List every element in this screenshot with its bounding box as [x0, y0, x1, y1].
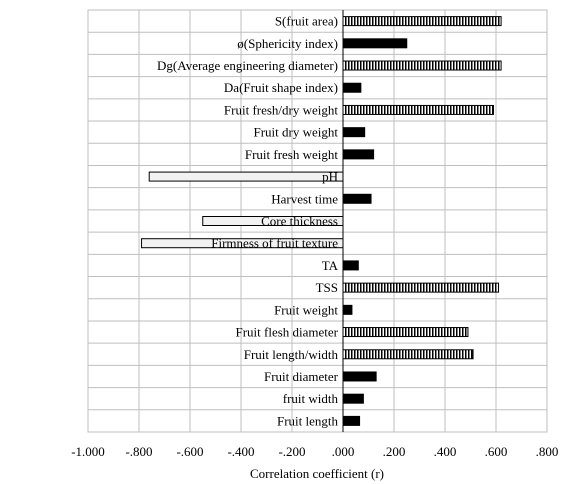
category-label: Fruit weight [274, 302, 338, 317]
category-label: S(fruit area) [275, 14, 338, 29]
category-label: Fruit length/width [244, 347, 339, 362]
x-tick-label: .600 [485, 444, 508, 459]
x-tick-label: .800 [536, 444, 559, 459]
category-label: Dg(Average engineering diameter) [157, 58, 338, 73]
bar [343, 83, 361, 92]
category-label: Harvest time [271, 191, 338, 206]
category-label: Da(Fruit shape index) [224, 80, 338, 95]
category-label: Fruit diameter [264, 369, 339, 384]
category-label: Fruit flesh diameter [235, 325, 338, 340]
category-label: Fruit fresh/dry weight [224, 102, 338, 117]
bar [343, 283, 499, 292]
category-label: Fruit fresh weight [245, 147, 339, 162]
bar [343, 150, 374, 159]
x-tick-label: .000 [332, 444, 355, 459]
category-label: Fruit dry weight [254, 125, 339, 140]
category-label: Core thickness [261, 214, 338, 229]
bar [343, 350, 473, 359]
bar [343, 328, 468, 337]
x-tick-label: -.400 [227, 444, 254, 459]
bar [343, 305, 352, 314]
bar [343, 105, 493, 114]
x-tick-label: -.600 [176, 444, 203, 459]
bar [149, 172, 343, 181]
x-axis-title: Correlation coefficient (r) [250, 466, 384, 481]
bar [343, 394, 363, 403]
x-tick-label: .400 [434, 444, 457, 459]
category-label: Firmness of fruit texture [211, 236, 338, 251]
category-label: pH [322, 169, 338, 184]
category-label: Fruit length [277, 413, 339, 428]
x-tick-label: -.800 [125, 444, 152, 459]
x-tick-label: -.200 [278, 444, 305, 459]
x-tick-label: -1.000 [71, 444, 105, 459]
category-label: TA [322, 258, 339, 273]
category-label: ø(Sphericity index) [237, 36, 338, 51]
bar [343, 261, 358, 270]
x-tick-label: .200 [383, 444, 406, 459]
bar [343, 39, 407, 48]
bar [343, 372, 376, 381]
bar [343, 61, 501, 70]
bar [343, 416, 360, 425]
bar [343, 128, 365, 137]
bar [343, 17, 501, 26]
bar [343, 194, 371, 203]
category-label: TSS [316, 280, 338, 295]
category-label: fruit width [283, 391, 339, 406]
